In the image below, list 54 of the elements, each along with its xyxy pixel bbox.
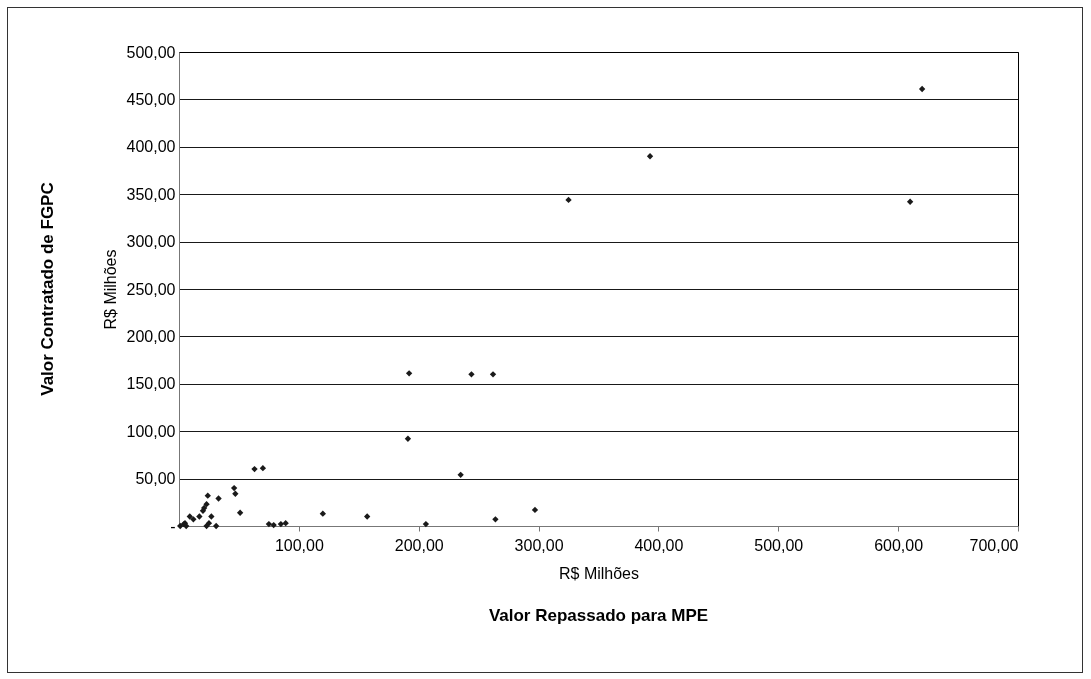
point [404,435,412,442]
x-tick-label: 500,00 [754,536,804,554]
x-tick-label: 200,00 [394,536,444,554]
point [190,516,197,523]
point [236,509,244,516]
point [422,520,430,528]
y-tick-label: 400,00 [126,138,176,156]
point [265,520,273,528]
point [251,465,258,473]
point [468,371,475,378]
point [212,522,220,530]
x-tick-label: 700,00 [969,536,1019,554]
point [565,196,572,204]
y-tick-label: 350,00 [126,185,176,203]
y-tick-label: 200,00 [126,327,176,345]
point [405,370,413,377]
point [215,495,222,502]
x-tick-label: 100,00 [274,536,324,554]
y-tick-label: - [170,517,176,535]
point [208,513,215,520]
point [186,513,193,520]
point [364,513,371,520]
point [918,85,926,93]
point [204,492,211,499]
point [489,371,497,378]
point [531,506,539,514]
y-tick-label: 300,00 [126,233,176,251]
point [196,513,203,520]
x-tick-label: 300,00 [514,536,564,554]
y-tick-label: 250,00 [126,280,176,298]
x-axis-title: Valor Repassado para MPE [488,606,709,625]
point [319,510,326,517]
y-tick-label: 50,00 [135,470,176,488]
point [906,198,914,205]
y-tick-label: 450,00 [126,90,176,108]
point [457,471,464,478]
point [232,490,239,497]
point [282,519,289,527]
x-tick-label: 600,00 [874,536,924,554]
x-tick-label: 400,00 [634,536,684,554]
text: R$ Milhões [101,249,119,330]
y-tick-label: 100,00 [126,422,176,440]
point [259,465,267,472]
point [203,522,210,530]
y-axis-title: Valor Contratado de FGPC [38,182,57,396]
point [230,484,238,492]
text: R$ Milhões [558,564,640,582]
point [277,520,285,528]
y-tick-label: 150,00 [126,375,176,393]
point [203,501,210,508]
y-tick-label: 500,00 [126,43,176,61]
point [646,153,654,160]
point [492,516,499,523]
point [270,521,277,529]
